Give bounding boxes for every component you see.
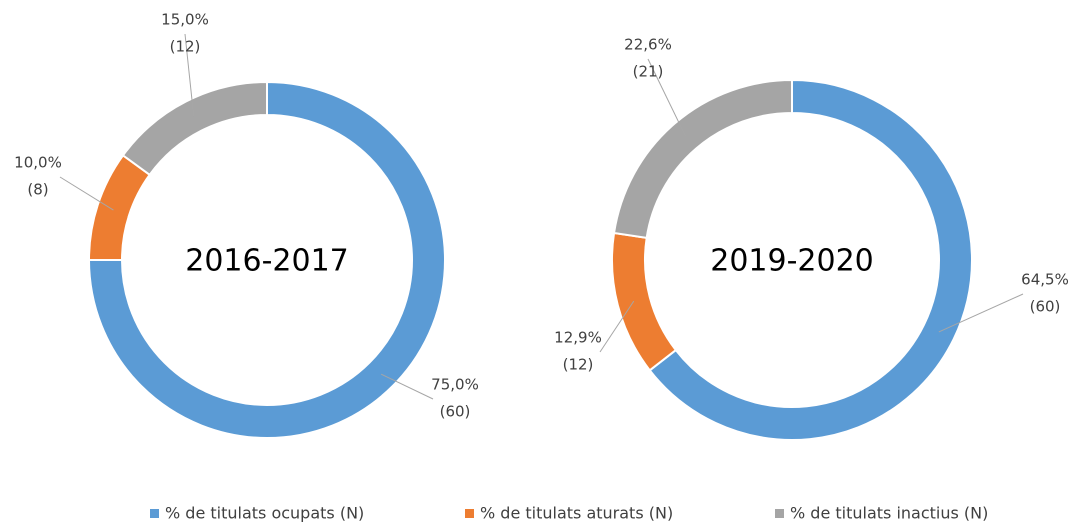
leader-line	[647, 58, 686, 137]
count-label: (60)	[1030, 298, 1061, 316]
leader-line	[59, 176, 114, 211]
data-label: 15,0%	[161, 11, 209, 29]
donut-segment	[612, 78, 793, 240]
donut-segment	[87, 153, 152, 261]
data-label: 64,5%	[1021, 271, 1069, 289]
count-label: (8)	[27, 181, 48, 199]
data-label: 10,0%	[14, 154, 62, 172]
legend-marker	[465, 509, 474, 518]
count-label: (12)	[563, 356, 594, 374]
donut-center-title: 2016-2017	[185, 244, 349, 279]
donut-segment	[121, 80, 268, 177]
leader-line	[184, 33, 195, 117]
leader-line	[599, 300, 635, 353]
donut-segment	[648, 78, 973, 441]
donut-segment	[87, 80, 446, 439]
legend-marker	[150, 509, 159, 518]
leader-line	[938, 293, 1024, 333]
data-label: 12,9%	[554, 329, 602, 347]
leader-line	[380, 373, 434, 400]
donut-segment	[611, 231, 678, 372]
data-label: 75,0%	[431, 376, 479, 394]
legend-label: % de titulats ocupats (N)	[165, 504, 364, 523]
legend-label: % de titulats aturats (N)	[480, 504, 673, 523]
count-label: (60)	[440, 403, 471, 421]
legend-marker	[775, 509, 784, 518]
count-label: (12)	[170, 38, 201, 56]
count-label: (21)	[633, 63, 664, 81]
legend-label: % de titulats inactius (N)	[790, 504, 988, 523]
donut-center-title: 2019-2020	[710, 244, 874, 279]
data-label: 22,6%	[624, 36, 672, 54]
